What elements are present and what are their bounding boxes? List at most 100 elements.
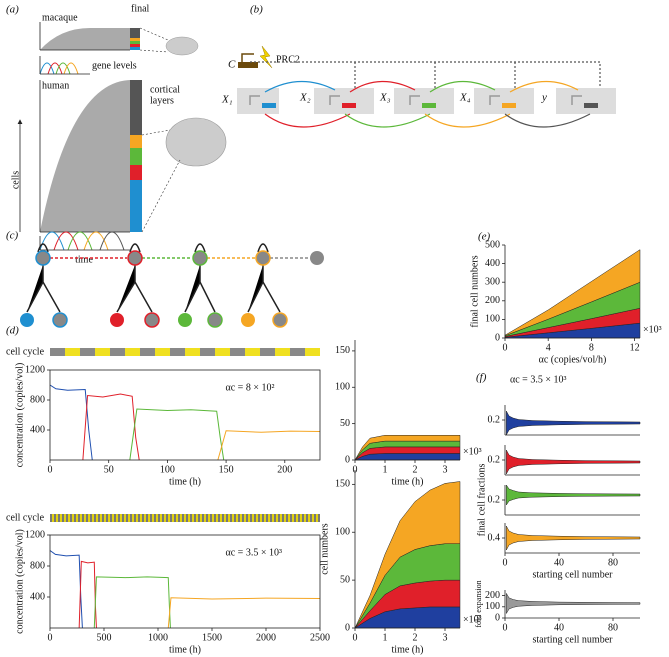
cell-cycle-segment xyxy=(230,348,245,356)
cell-cycle-segment xyxy=(198,514,200,522)
x-tick-label: 0 xyxy=(48,464,53,475)
y-tick-label: 400 xyxy=(30,424,45,435)
series-line xyxy=(217,430,321,461)
cell-cycle-segment xyxy=(226,514,228,522)
y-axis-label: cell numbers xyxy=(319,523,330,574)
gene-curves xyxy=(39,231,125,251)
cell-cycle-segment xyxy=(224,514,226,522)
cell-cycle-segment xyxy=(104,514,106,522)
x-axis-label: time (h) xyxy=(169,476,201,487)
cell-cycle-segment xyxy=(162,514,164,522)
spread-band xyxy=(506,525,641,551)
x-tick-label: 0 xyxy=(503,557,508,568)
cell-cycle-segment xyxy=(140,514,142,522)
y-tick-label: 0 xyxy=(345,454,350,465)
cell-cycle-segment xyxy=(158,514,160,522)
plot-frame xyxy=(49,369,321,461)
node-label: y xyxy=(541,92,547,104)
cell-cycle-segment xyxy=(305,348,320,356)
cell-cycle-segment xyxy=(180,514,182,522)
x-tick-label: 1 xyxy=(383,464,388,475)
node-label: C xyxy=(228,59,236,71)
x-tick-label: 8 xyxy=(589,342,594,353)
stacked-area xyxy=(354,453,461,461)
y-tick-label: 1200 xyxy=(25,364,45,375)
cell-cycle-segment xyxy=(156,514,158,522)
axis-label: final cell fractions xyxy=(476,464,487,537)
cell-cycle-segment xyxy=(155,348,170,356)
cell-cycle-segment xyxy=(60,514,62,522)
cell-cycle-segment xyxy=(194,514,196,522)
x-tick-label: 1500 xyxy=(202,632,222,643)
final-bar xyxy=(130,28,140,50)
cell-cycle-segment xyxy=(174,514,176,522)
cell-cycle-segment xyxy=(126,514,128,522)
cell-cycle-segment xyxy=(270,514,272,522)
cell-cycle-segment xyxy=(314,514,316,522)
cell-cycle-segment xyxy=(64,514,66,522)
x-tick-label: 200 xyxy=(277,464,292,475)
x-tick-label: 2000 xyxy=(256,632,276,643)
cell-cycle-segment xyxy=(200,348,215,356)
cell-cycle-segment xyxy=(220,514,222,522)
y-tick-label: 400 xyxy=(30,591,45,602)
genes xyxy=(249,95,598,108)
x-tick-label: 500 xyxy=(97,632,112,643)
cell-cycle-segment xyxy=(125,348,140,356)
cell-cycle-segment xyxy=(146,514,148,522)
cell-cycle-segment xyxy=(96,514,98,522)
cell-cycle-segment xyxy=(238,514,240,522)
cell-cycle-segment xyxy=(204,514,206,522)
panel-label: (c) xyxy=(6,230,19,242)
spread-band xyxy=(506,449,641,475)
cell-cycle-segment xyxy=(168,514,170,522)
annotation: αc = 3.5 × 10³ xyxy=(226,547,282,558)
cell-cycle-segment xyxy=(56,514,58,522)
cell-cycle-segment xyxy=(164,514,166,522)
panel-label: (b) xyxy=(250,4,263,16)
cell-cycle-segment xyxy=(232,514,234,522)
cell-cycle-segment xyxy=(68,514,70,522)
cell-cycle-segment xyxy=(200,514,202,522)
cell-cycle-segment xyxy=(80,348,95,356)
axis-label: cells xyxy=(10,171,21,189)
annotation: αc = 8 × 10² xyxy=(226,382,275,393)
cell-cycle-segment xyxy=(236,514,238,522)
y-tick-label: 500 xyxy=(485,239,500,250)
y-tick-label: 100 xyxy=(335,382,350,393)
x-axis-label: αc (copies/vol/h) xyxy=(539,354,607,365)
cell-cycle-segment xyxy=(176,514,178,522)
panel-label: (e) xyxy=(478,231,491,243)
cell-cycle-segment xyxy=(272,514,274,522)
cell-cycle-segment xyxy=(262,514,264,522)
cell-cycle-segment xyxy=(130,514,132,522)
x-tick-label: 150 xyxy=(219,464,234,475)
cell-cycle-segment xyxy=(306,514,308,522)
cell-cycle-segment xyxy=(250,514,252,522)
cell-cycle-segment xyxy=(94,514,96,522)
y-axis-label: concentration (copies/vol) xyxy=(14,363,25,468)
series-line xyxy=(129,408,225,461)
cell-cycle-segment xyxy=(186,514,188,522)
plot-frame xyxy=(49,534,321,629)
cell-cycle-segment xyxy=(258,514,260,522)
y-tick-label: 0.2 xyxy=(488,454,501,465)
regulation-arrows xyxy=(250,61,601,128)
node-label: X₄ xyxy=(459,92,471,104)
node-label: X₂ xyxy=(299,92,311,104)
y-tick-label: 0 xyxy=(495,332,500,343)
gene-box xyxy=(237,88,616,114)
cell-cycle-segment xyxy=(84,514,86,522)
cell-cycle-segment xyxy=(266,514,268,522)
cell-cycle-segment xyxy=(280,514,282,522)
x-tick-label: 3 xyxy=(443,632,448,643)
cell-cycle-segment xyxy=(260,348,275,356)
label: final xyxy=(131,3,150,14)
y-tick-label: 0 xyxy=(345,622,350,633)
y-tick-label: 0.2 xyxy=(488,414,501,425)
x-tick-label: 4 xyxy=(546,342,551,353)
cell-cycle-segment xyxy=(114,514,116,522)
cell-cycle-segment xyxy=(196,514,198,522)
x-multiplier: ×10³ xyxy=(643,324,662,335)
cell-cycle-segment xyxy=(170,514,172,522)
